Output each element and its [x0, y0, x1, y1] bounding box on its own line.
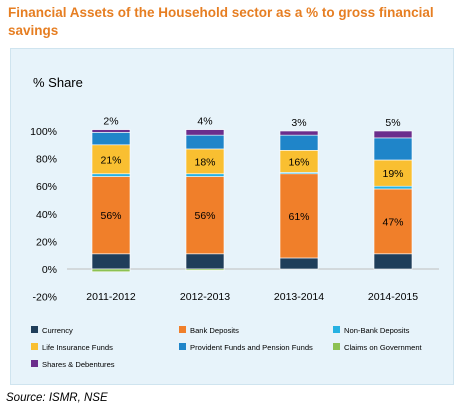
source-note: Source: ISMR, NSE — [6, 392, 108, 404]
y-tick-label: 0% — [42, 264, 57, 276]
data-label: 19% — [382, 168, 403, 180]
bar-segment-provident-funds-and-pension-funds — [91, 132, 131, 146]
bar-segment-shares-debentures — [91, 129, 131, 133]
bar-segment-provident-funds-and-pension-funds — [373, 137, 413, 161]
legend-label-bank-deposits: Bank Deposits — [190, 326, 239, 335]
data-label: 4% — [197, 116, 212, 128]
bar-segment-claims-on-government — [185, 268, 225, 271]
bar-segment-bank-deposits — [91, 176, 131, 255]
y-tick-label: 20% — [36, 236, 57, 248]
legend-swatch-life-insurance-funds — [31, 343, 38, 350]
y-tick-label: 100% — [30, 126, 57, 138]
bar-segment-shares-debentures — [185, 129, 225, 136]
legend-swatch-currency — [31, 326, 38, 333]
data-label: 3% — [291, 117, 306, 129]
legend-swatch-claims-on-government — [333, 343, 340, 350]
bar-segment-provident-funds-and-pension-funds — [279, 134, 319, 151]
chart-panel: % Share -20% 0% 20% 40% 60% 80% 100% 2011-2012 20… — [10, 48, 454, 385]
data-label: 56% — [194, 210, 215, 222]
bar-segment-life-insurance-funds — [373, 159, 413, 187]
bar-segment-currency — [373, 253, 413, 270]
y-tick-label: 40% — [36, 209, 57, 221]
legend-label-currency: Currency — [42, 326, 73, 335]
data-label: 21% — [100, 154, 121, 166]
legend-label-shares-debentures: Shares & Debentures — [42, 360, 115, 369]
stacked-bar-chart: % Share -20% 0% 20% 40% 60% 80% 100% 2011-2012 20… — [30, 75, 439, 369]
legend-label-non-bank-deposits: Non-Bank Deposits — [344, 326, 410, 335]
x-tick-label: 2014-2015 — [368, 291, 418, 303]
legend-label-claims-on-government: Claims on Government — [344, 343, 423, 352]
data-label: 16% — [288, 156, 309, 168]
bar-segment-claims-on-government — [91, 268, 131, 273]
bar-segment-currency — [279, 257, 319, 270]
data-label: 61% — [288, 211, 309, 223]
y-tick-label: 60% — [36, 181, 57, 193]
x-tick-label: 2011-2012 — [86, 291, 136, 303]
legend-swatch-bank-deposits — [179, 326, 186, 333]
legend-label-life-insurance-funds: Life Insurance Funds — [42, 343, 113, 352]
y-axis-label: % Share — [33, 75, 83, 90]
bar-segment-non-bank-deposits — [185, 173, 225, 177]
bar-segment-shares-debentures — [373, 130, 413, 139]
data-label: 2% — [103, 116, 118, 128]
x-tick-label: 2013-2014 — [274, 291, 324, 303]
bar-segment-non-bank-deposits — [373, 185, 413, 190]
bar-segment-currency — [185, 253, 225, 270]
bar-segment-life-insurance-funds — [91, 144, 131, 175]
bar-segment-non-bank-deposits — [91, 173, 131, 177]
bar-segment-bank-deposits — [279, 173, 319, 259]
y-tick-label: 80% — [36, 154, 57, 166]
bar-segment-shares-debentures — [279, 130, 319, 136]
data-label: 47% — [382, 216, 403, 228]
bar-segment-provident-funds-and-pension-funds — [185, 134, 225, 150]
y-tick-label: -20% — [32, 292, 57, 304]
legend-label-provident-funds-and-pension-funds: Provident Funds and Pension Funds — [190, 343, 313, 352]
bar-segment-currency — [91, 253, 131, 270]
data-label: 18% — [194, 156, 215, 168]
legend-swatch-shares-debentures — [31, 360, 38, 367]
chart-title: Financial Assets of the Household sector… — [8, 5, 434, 38]
bar-segment-life-insurance-funds — [185, 148, 225, 175]
bar-segment-bank-deposits — [373, 188, 413, 255]
data-label: 5% — [385, 117, 400, 129]
data-label: 56% — [100, 210, 121, 222]
x-tick-label: 2012-2013 — [180, 291, 230, 303]
legend-swatch-provident-funds-and-pension-funds — [179, 343, 186, 350]
legend-swatch-non-bank-deposits — [333, 326, 340, 333]
